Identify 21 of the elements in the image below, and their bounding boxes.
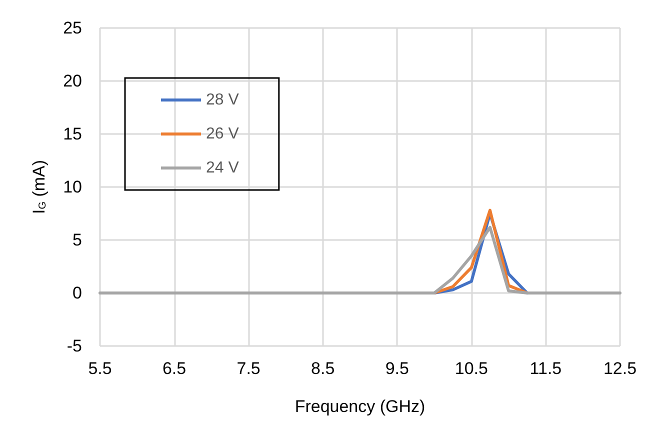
y-tick-label: 0 [72,284,82,302]
legend-label: 28 V [206,92,240,108]
x-tick-label: 8.5 [311,359,335,378]
x-tick-label: 12.5 [603,359,637,378]
y-tick-label: 25 [63,18,82,38]
y-tick-label: -5 [66,336,82,356]
y-tick-label: 10 [63,178,82,196]
y-axis-title: IG (mA) [30,160,48,214]
x-tick-label: 5.5 [88,359,112,378]
x-axis-title: Frequency (GHz) [294,397,426,416]
y-tick-label: 20 [63,72,82,90]
legend-label: 26 V [206,126,240,142]
x-tick-label: 6.5 [162,359,186,378]
x-tick-label: 10.5 [454,359,488,378]
line-series [98,226,622,294]
x-tick-label: 11.5 [530,359,562,378]
legend-label: 24 V [206,160,240,176]
y-tick-label: 5 [72,230,82,250]
x-tick-label: 7.5 [236,359,260,378]
y-tick-label: 15 [63,124,82,144]
x-tick-label: 9.5 [385,359,409,378]
